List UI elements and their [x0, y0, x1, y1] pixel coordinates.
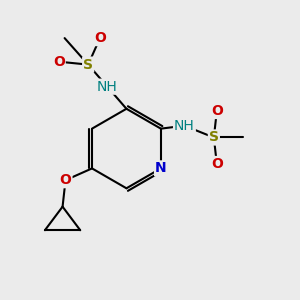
Text: O: O	[60, 173, 71, 187]
Text: S: S	[83, 58, 93, 72]
Text: N: N	[155, 161, 167, 176]
Text: O: O	[53, 55, 65, 69]
Text: NH: NH	[174, 119, 195, 133]
Text: O: O	[94, 31, 106, 45]
Text: S: S	[209, 130, 219, 145]
Text: O: O	[211, 157, 223, 171]
Text: NH: NH	[97, 80, 118, 94]
Text: O: O	[211, 104, 223, 118]
